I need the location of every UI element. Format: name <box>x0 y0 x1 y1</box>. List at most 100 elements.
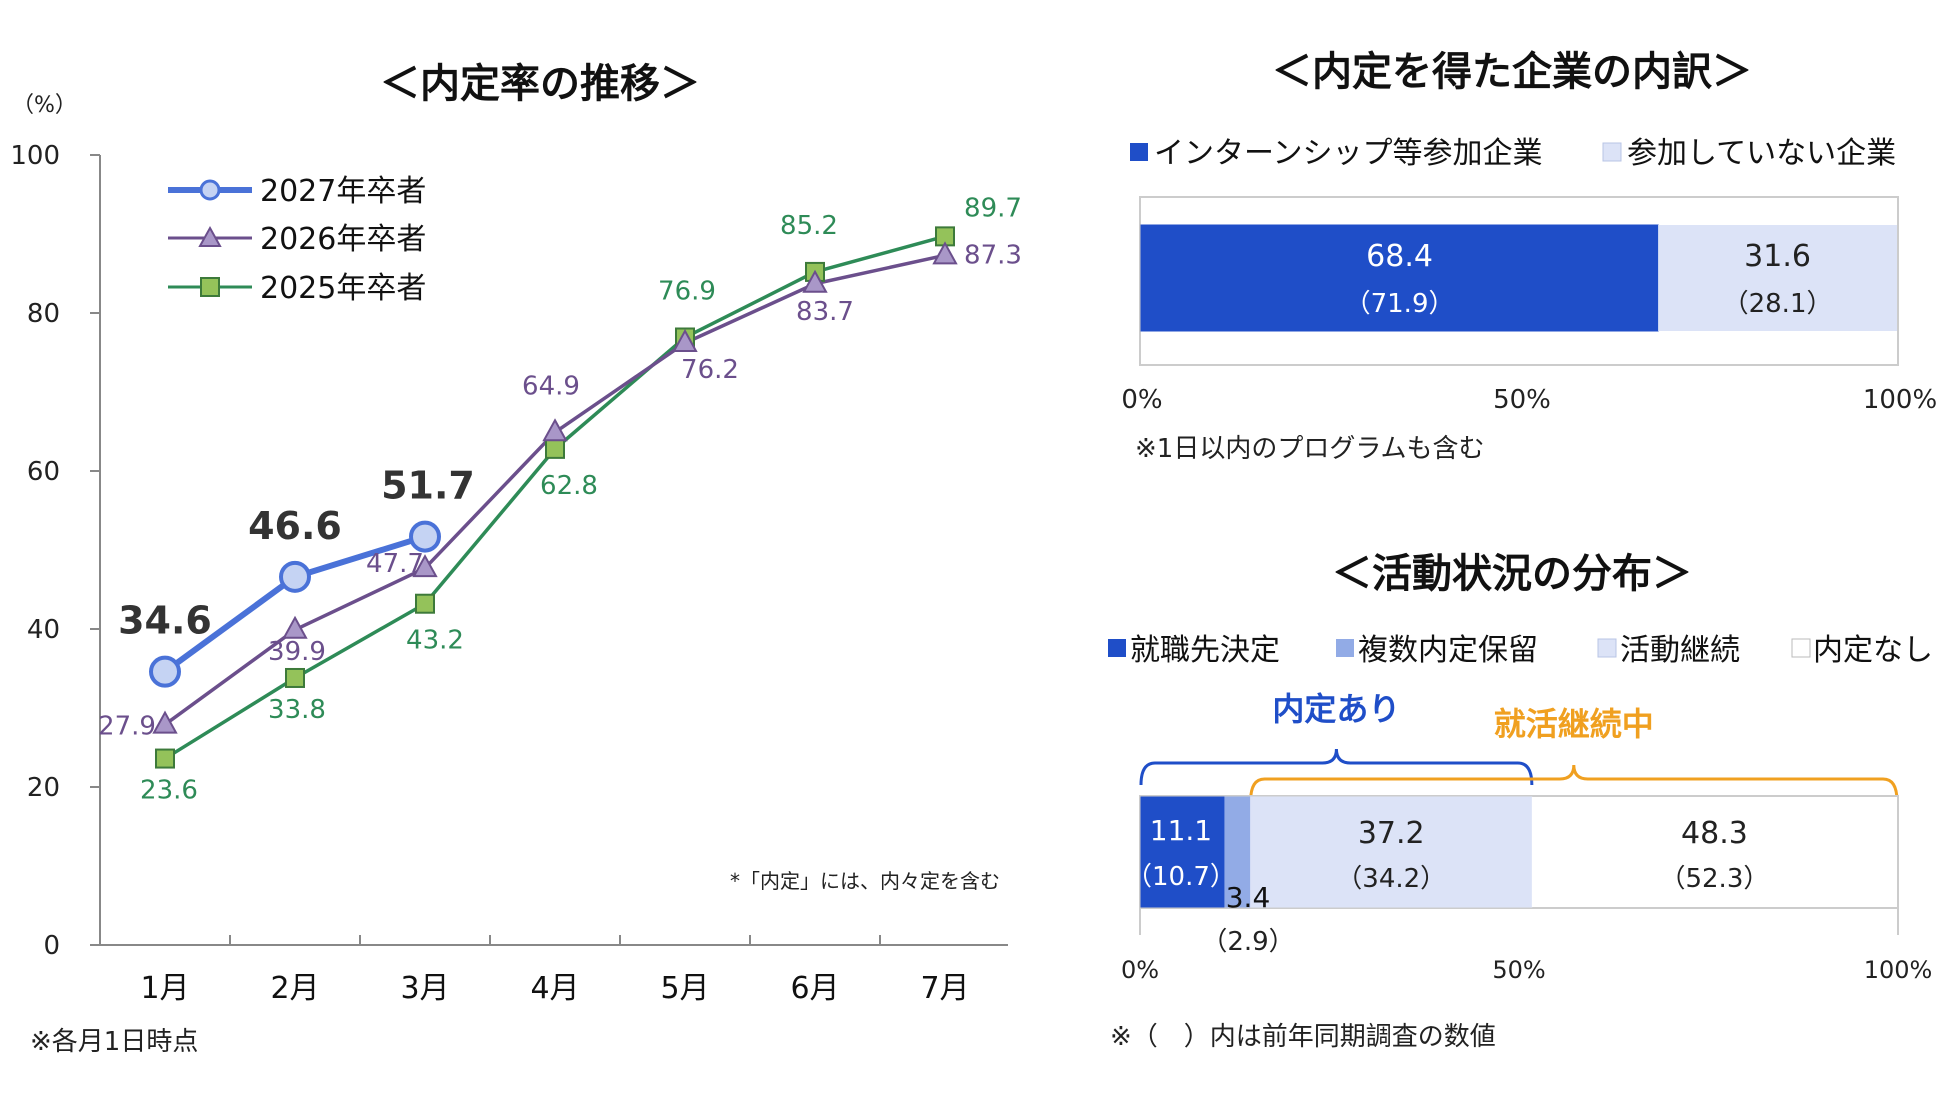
marker-square-2025 <box>415 593 435 614</box>
legend-swatch-non-intern <box>1602 142 1622 162</box>
activity-axis-50: 50% <box>1492 956 1545 984</box>
data-label-2027年卒者: 34.6 <box>118 599 212 643</box>
bar-prev-label: （28.1） <box>1723 289 1833 319</box>
legend-swatch-none <box>1791 638 1811 658</box>
y-tick-label: 40 <box>27 615 60 645</box>
legend-item-2025: 2025年卒者 <box>168 271 426 306</box>
marker-triangle-2026 <box>542 418 568 442</box>
y-tick-label: 60 <box>27 457 60 487</box>
legend-swatch-decided <box>1108 639 1126 657</box>
marker-square-2025 <box>545 438 565 459</box>
bar-prev-label: （71.9） <box>1345 289 1455 319</box>
bar-segment-活動継続 <box>1250 796 1533 908</box>
legend-item-2026: 2026年卒者 <box>168 222 426 257</box>
activity-title: ＜活動状況の分布＞ <box>1332 551 1692 597</box>
data-label-2025年卒者: 85.2 <box>780 211 838 241</box>
activity-axis-100: 100% <box>1864 956 1933 984</box>
legend-square-marker-icon <box>200 277 220 297</box>
legend-circle-marker-icon <box>199 179 221 201</box>
line-chart-title: ＜内定率の推移＞ <box>380 61 700 107</box>
marker-triangle-2026 <box>412 554 438 578</box>
data-label-2027年卒者: 51.7 <box>381 464 475 508</box>
data-labels: 34.6 46.6 51.7 27.9 39.9 47.7 64.9 76.2 83.7 87.3… <box>98 193 1022 805</box>
x-tick-label: 3月 <box>400 971 449 1006</box>
data-label-2025年卒者: 62.8 <box>540 471 598 501</box>
y-tick-label: 20 <box>27 773 60 803</box>
bar-segment-参加していない企業 <box>1658 225 1897 331</box>
marker-triangle-2026 <box>672 328 698 353</box>
bracket-label: 内定あり <box>1272 690 1400 728</box>
data-label-2026年卒者: 87.3 <box>964 240 1022 270</box>
line-chart-annotation: *「内定」には、内々定を含む <box>730 869 1000 893</box>
legend-triangle-marker-icon <box>198 225 222 247</box>
x-tick-label: 7月 <box>920 971 969 1006</box>
marker-circle-2027 <box>409 520 441 553</box>
marker-circle-2027 <box>279 560 311 593</box>
marker-triangle-2026 <box>932 241 958 265</box>
legend-label-2027: 2027年卒者 <box>260 174 426 209</box>
line-chart: ＜内定率の推移＞ （%） 0 20 40 60 80 100 1月 2月 3月 4月 5月 6月 7月… <box>10 61 1022 1057</box>
breakdown-title: ＜内定を得た企業の内訳＞ <box>1272 49 1752 95</box>
line-chart-footnote: ※各月1日時点 <box>30 1027 198 1057</box>
legend-label-non-intern: 参加していない企業 <box>1627 136 1896 171</box>
activity-legend: 就職先決定 複数内定保留 活動継続 内定なし <box>1108 633 1933 668</box>
activity-bar: 11.1 （10.7）3.4 （2.9） 37.2 （34.2） 48.3 （52.3） <box>1126 796 1897 957</box>
breakdown-axis-100: 100% <box>1863 385 1937 415</box>
x-tick-label: 5月 <box>660 971 709 1006</box>
data-label-2025年卒者: 76.9 <box>658 276 716 306</box>
breakdown-note: ※1日以内のプログラムも含む <box>1135 434 1485 464</box>
breakdown-legend: インターンシップ等参加企業 参加していない企業 <box>1130 136 1896 171</box>
x-tick-group: 1月 2月 3月 4月 5月 6月 7月 <box>140 935 970 1006</box>
data-label-2025年卒者: 89.7 <box>964 193 1022 223</box>
y-tick-label: 0 <box>43 931 60 961</box>
bar-value-label: 31.6 <box>1744 239 1811 274</box>
bracket-1 <box>1249 764 1899 802</box>
bracket-0 <box>1139 748 1534 786</box>
bar-value-label: 37.2 <box>1358 816 1425 851</box>
y-tick-label: 80 <box>27 299 60 329</box>
bar-prev-label: （10.7） <box>1126 862 1236 892</box>
y-tick-label: 100 <box>10 141 60 171</box>
data-label-2026年卒者: 27.9 <box>98 712 156 742</box>
bar-segment-インターンシップ等参加企業 <box>1140 224 1659 332</box>
x-tick-label: 1月 <box>140 971 189 1006</box>
legend-label-decided: 就職先決定 <box>1130 633 1280 668</box>
marker-triangle-2026 <box>152 710 178 734</box>
bar-segment-複数内定保留 <box>1224 796 1252 908</box>
legend-label-2026: 2026年卒者 <box>260 222 426 257</box>
activity-brackets: 内定あり 就活継続中 <box>1139 690 1899 802</box>
series-markers <box>149 226 958 769</box>
data-label-2025年卒者: 33.8 <box>268 695 326 725</box>
data-label-2027年卒者: 46.6 <box>248 504 342 548</box>
activity-distribution-chart: ＜活動状況の分布＞ 就職先決定 複数内定保留 活動継続 内定なし 内定あり 就活継… <box>1108 551 1933 1052</box>
data-label-2026年卒者: 83.7 <box>796 297 854 327</box>
legend-swatch-continuing <box>1597 638 1617 658</box>
data-label-2025年卒者: 23.6 <box>140 776 198 806</box>
bracket-label: 就活継続中 <box>1494 705 1654 743</box>
marker-triangle-2026 <box>282 615 308 639</box>
breakdown-axis-50: 50% <box>1493 385 1551 415</box>
x-tick-label: 2月 <box>270 971 319 1006</box>
bar-value-label: 68.4 <box>1366 239 1433 274</box>
company-breakdown-chart: ＜内定を得た企業の内訳＞ インターンシップ等参加企業 参加していない企業 68.… <box>1121 49 1937 464</box>
data-label-2025年卒者: 43.2 <box>406 626 464 656</box>
legend-item-2027: 2027年卒者 <box>168 174 426 209</box>
legend-label-continuing: 活動継続 <box>1620 633 1740 668</box>
legend-label-none: 内定なし <box>1813 633 1933 668</box>
breakdown-axis-0: 0% <box>1121 385 1162 415</box>
legend-swatch-intern <box>1130 143 1148 161</box>
data-label-2026年卒者: 47.7 <box>366 549 424 579</box>
x-tick-label: 6月 <box>790 971 839 1006</box>
legend-label-intern: インターンシップ等参加企業 <box>1154 136 1543 171</box>
activity-axis-0: 0% <box>1121 956 1159 984</box>
bar-prev-label: （52.3） <box>1659 864 1769 894</box>
bar-segment-就職先決定 <box>1140 796 1226 908</box>
line-legend: 2027年卒者 2026年卒者 2025年卒者 <box>168 174 426 306</box>
data-label-2026年卒者: 64.9 <box>522 371 580 401</box>
marker-circle-2027 <box>149 655 181 688</box>
y-tick-group: 0 20 40 60 80 100 <box>10 141 100 961</box>
marker-triangle-2026 <box>802 269 828 293</box>
legend-swatch-holding <box>1336 639 1354 657</box>
legend-label-holding: 複数内定保留 <box>1358 633 1538 668</box>
